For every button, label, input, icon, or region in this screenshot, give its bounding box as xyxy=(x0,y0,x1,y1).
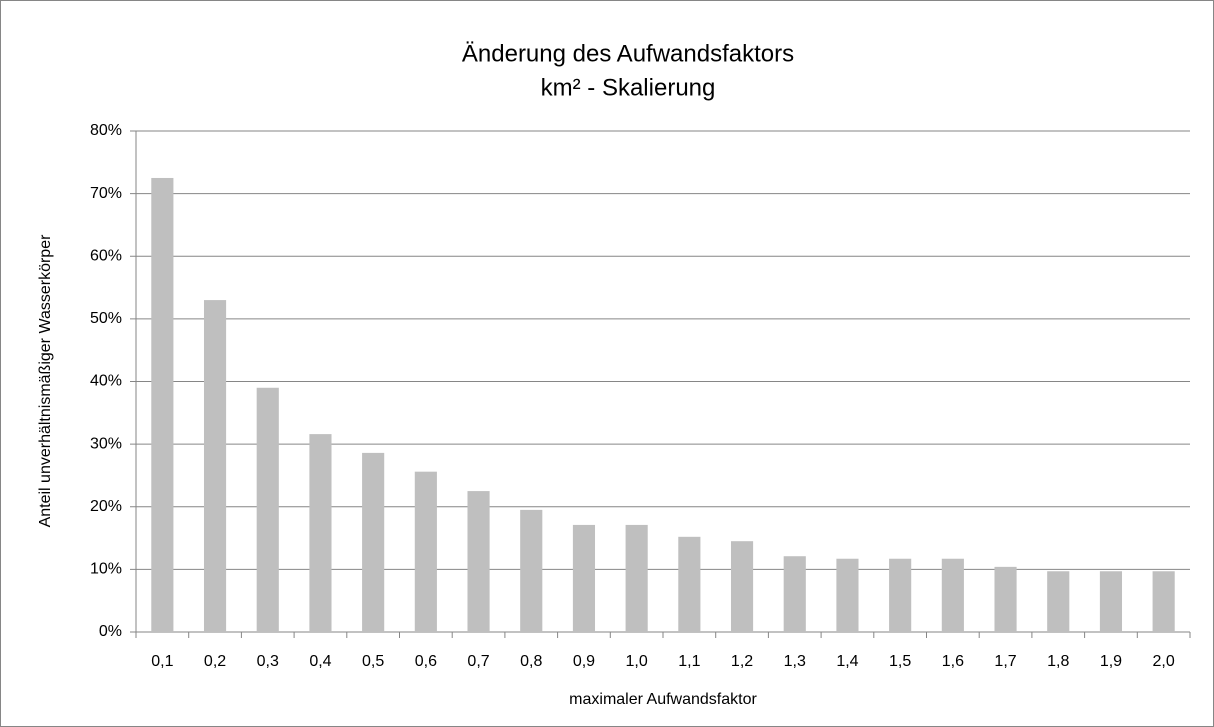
y-tick-label: 0% xyxy=(99,623,122,640)
y-tick-label: 70% xyxy=(90,185,122,202)
y-tick-label: 30% xyxy=(90,435,122,452)
x-tick-label: 0,1 xyxy=(151,653,173,670)
chart-subtitle: km² - Skalierung xyxy=(541,74,716,101)
x-tick-label: 1,1 xyxy=(678,653,700,670)
bar xyxy=(1099,571,1123,632)
bar xyxy=(678,536,701,632)
x-tick-label: 0,8 xyxy=(520,653,542,670)
bar xyxy=(309,434,332,632)
x-tick-label: 0,3 xyxy=(257,653,279,670)
x-tick-label: 1,9 xyxy=(1100,653,1122,670)
x-tick-label: 1,7 xyxy=(994,653,1016,670)
bar xyxy=(151,177,174,632)
y-axis-label: Anteil unverhältnismäßiger Wasserkörper xyxy=(37,234,54,528)
y-tick-label: 40% xyxy=(90,373,122,390)
x-tick-label: 1,6 xyxy=(942,653,964,670)
bar xyxy=(1152,571,1175,632)
bar xyxy=(256,387,279,632)
x-tick-label: 1,4 xyxy=(836,653,858,670)
x-tick-label: 1,8 xyxy=(1047,653,1069,670)
x-tick-label: 0,6 xyxy=(415,653,437,670)
bar xyxy=(520,509,543,632)
bar xyxy=(941,558,964,632)
bar xyxy=(889,558,912,632)
bar xyxy=(362,452,385,632)
bar xyxy=(203,300,227,632)
x-tick-label: 0,5 xyxy=(362,653,384,670)
y-tick-label: 60% xyxy=(90,247,122,264)
y-tick-label: 10% xyxy=(90,561,122,578)
y-tick-label: 50% xyxy=(90,310,122,327)
x-tick-label: 0,7 xyxy=(467,653,489,670)
x-tick-label: 2,0 xyxy=(1153,653,1175,670)
x-tick-label: 0,2 xyxy=(204,653,226,670)
x-tick-label: 1,0 xyxy=(626,653,648,670)
y-tick-label: 80% xyxy=(90,122,122,139)
bar xyxy=(730,541,754,632)
x-axis-label: maximaler Aufwandsfaktor xyxy=(569,691,757,708)
bar xyxy=(414,471,437,632)
x-tick-label: 1,2 xyxy=(731,653,753,670)
bar xyxy=(836,558,859,632)
x-tick-label: 1,3 xyxy=(784,653,806,670)
y-tick-label: 20% xyxy=(90,498,122,515)
chart-title: Änderung des Aufwandsfaktors xyxy=(462,40,794,67)
bar xyxy=(467,491,490,632)
bar xyxy=(625,524,648,632)
x-tick-label: 0,9 xyxy=(573,653,595,670)
x-tick-label: 0,4 xyxy=(309,653,331,670)
bar xyxy=(994,566,1017,632)
bar xyxy=(572,524,596,632)
x-tick-label: 1,5 xyxy=(889,653,911,670)
bar xyxy=(783,556,806,632)
bar xyxy=(1047,571,1070,632)
